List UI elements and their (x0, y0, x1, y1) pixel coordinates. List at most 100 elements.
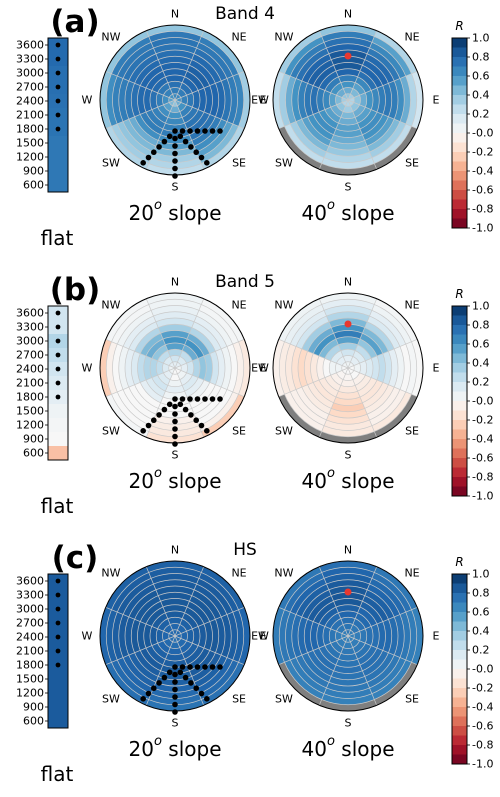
polar-cell (105, 566, 149, 610)
polar-cell (100, 607, 112, 665)
sample-dot (202, 128, 208, 134)
panel-letter: (c) (52, 540, 99, 576)
polar-cell (405, 341, 417, 395)
angular-gridline (174, 635, 245, 666)
flat-tick-label: 2700 (16, 349, 44, 362)
sample-dot (145, 690, 152, 697)
direction-label-s: S (345, 449, 352, 462)
polar-cell (371, 123, 412, 164)
polar-cell (362, 650, 389, 677)
polar-cell (322, 626, 331, 646)
angular-gridline (318, 30, 349, 101)
polar-cell (151, 107, 168, 124)
polar-cell (111, 36, 152, 77)
polar-cell (134, 59, 161, 86)
colorbar-step (452, 745, 467, 755)
sample-dot (217, 664, 223, 670)
flat-dot (55, 380, 61, 386)
colorbar-step (452, 315, 467, 326)
colorbar-step (452, 114, 467, 124)
polar-cell (146, 561, 204, 573)
polar-cell (117, 310, 154, 347)
red-marker (344, 588, 352, 596)
radial-gridline (285, 573, 411, 699)
polar-cell (226, 612, 238, 660)
polar-frame (272, 24, 424, 176)
polar-cell (284, 304, 325, 345)
polar-cell (143, 88, 152, 112)
polar-cell (340, 647, 356, 655)
polar-cell (180, 95, 188, 105)
flat-dot (55, 620, 61, 626)
polar-cell (175, 97, 182, 103)
sample-dot (166, 401, 173, 408)
flat-tick-label: 2700 (16, 81, 44, 94)
sample-dot (166, 669, 173, 676)
flat-cell (48, 404, 68, 419)
colorbar-tick-label: -0.4 (472, 433, 493, 446)
radial-gridline (341, 93, 355, 107)
sample-dot (161, 406, 168, 413)
polar-cell (111, 572, 152, 613)
flat-tick-label: 1800 (16, 123, 44, 136)
polar-cell (284, 36, 325, 77)
sample-dot (194, 128, 201, 134)
slope-label-suffix: slope (335, 737, 395, 761)
angular-gridline (347, 338, 418, 369)
polar-cell (285, 76, 297, 124)
polar-cell (336, 624, 346, 634)
sample-dot (172, 433, 178, 440)
polar-cell (362, 59, 389, 86)
polar-cell (278, 30, 322, 74)
radial-gridline (124, 49, 226, 151)
polar-plot-slope20: N NE E SE S SW W NW 20o slope (82, 276, 267, 494)
polar-cell (184, 377, 204, 397)
polar-cell (105, 662, 149, 706)
polar-cell (335, 363, 343, 373)
polar-cell (165, 342, 185, 351)
polar-cell (284, 123, 325, 164)
sample-dot (188, 412, 194, 418)
direction-label-s: S (345, 717, 352, 730)
sample-dot (209, 664, 216, 670)
angular-gridline (318, 635, 349, 706)
polar-cell (291, 346, 302, 390)
polar-cell (357, 607, 377, 627)
colorbar-tick-label: -1.0 (472, 758, 493, 771)
polar-cell (345, 636, 351, 643)
polar-cell (163, 88, 173, 98)
colorbar-step (452, 448, 467, 459)
polar-cell (279, 341, 291, 395)
polar-cell (192, 90, 201, 110)
colorbar-step (452, 735, 467, 746)
angular-gridline (278, 338, 349, 369)
polar-cell (170, 373, 180, 381)
polar-cell (331, 592, 365, 602)
colorbar-tick-label: 0.4 (472, 89, 490, 102)
direction-label-e: E (433, 94, 440, 107)
polar-cell (324, 151, 372, 163)
colorbar-step (452, 334, 467, 345)
polar-cell (112, 612, 124, 660)
polar-cell (156, 92, 164, 108)
direction-label-n: N (171, 8, 179, 21)
polar-cell (369, 657, 406, 694)
radial-gridline (335, 355, 361, 381)
flat-dot (55, 606, 61, 612)
polar-cell (350, 638, 360, 648)
colorbar-tick-label: 0.2 (472, 376, 490, 389)
sample-dot (188, 144, 194, 150)
polar-cell (326, 579, 370, 590)
polar-cell (321, 157, 375, 169)
colorbar-tick-label: 1.0 (472, 300, 490, 313)
colorbar-step (452, 95, 467, 105)
sample-dot (204, 696, 210, 702)
direction-label-nw: NW (101, 566, 120, 579)
polar-cell (359, 111, 383, 135)
polar-cell (167, 379, 183, 387)
polar-cell (290, 657, 327, 694)
polar-cell (238, 71, 250, 129)
flat-dot (55, 56, 61, 62)
polar-cell (338, 385, 358, 394)
polar-cell (343, 373, 353, 381)
